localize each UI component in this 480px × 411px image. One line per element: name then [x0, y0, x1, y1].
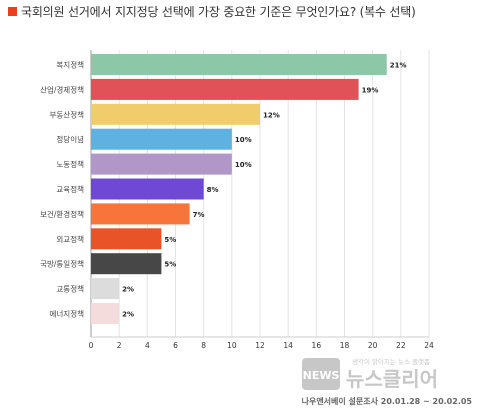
category-label: 정당이념	[56, 134, 84, 144]
value-label: 10%	[235, 161, 252, 169]
x-tick-label: 8	[201, 341, 206, 350]
bar	[91, 103, 260, 125]
value-label: 7%	[193, 211, 205, 219]
value-label: 12%	[263, 111, 280, 119]
news-logo-text: NEWS	[303, 369, 340, 382]
watermark: NEWS 생각이 맑아지는 뉴스 플랫폼 뉴스클리어	[300, 352, 472, 394]
bar	[91, 153, 232, 175]
title-marker	[8, 7, 17, 16]
x-tick-label: 24	[424, 341, 434, 350]
x-tick-label: 16	[312, 341, 322, 350]
bar	[91, 128, 232, 150]
news-logo-icon	[302, 358, 340, 390]
category-label: 외교정책	[56, 234, 84, 244]
bar	[91, 278, 120, 300]
value-label: 19%	[362, 86, 379, 94]
x-tick-label: 4	[145, 341, 150, 350]
category-label: 산업/경제정책	[40, 84, 84, 94]
bar	[91, 228, 162, 250]
value-label: 8%	[207, 186, 219, 194]
category-label: 복지정책	[56, 60, 84, 70]
x-tick-label: 6	[173, 341, 178, 350]
chart-title: 국회의원 선거에서 지지정당 선택에 가장 중요한 기준은 무엇인가요? (복수…	[21, 5, 416, 19]
category-label: 교통정책	[56, 284, 84, 294]
bar	[91, 303, 120, 324]
watermark-brand: 뉴스클리어	[346, 367, 438, 391]
value-label: 2%	[122, 311, 134, 319]
value-label: 2%	[122, 286, 134, 294]
bar	[91, 253, 162, 275]
source-note: 나우앤서베이 설문조사 20.01.28 ~ 20.02.05	[301, 397, 472, 406]
watermark-tagline: 생각이 맑아지는 뉴스 플랫폼	[352, 357, 430, 366]
category-label: 에너지정책	[50, 309, 85, 319]
x-tick-label: 22	[396, 341, 406, 350]
x-tick-label: 20	[368, 341, 378, 350]
category-label: 부동산정책	[50, 109, 85, 119]
value-label: 10%	[235, 136, 252, 144]
category-label: 노동정책	[56, 159, 84, 169]
value-label: 5%	[164, 261, 176, 269]
category-label: 교육정책	[56, 184, 84, 194]
x-tick-label: 0	[89, 341, 94, 350]
bar	[91, 178, 204, 200]
category-label: 국방/통일정책	[40, 259, 84, 269]
value-label: 5%	[164, 236, 176, 244]
x-tick-label: 18	[340, 341, 350, 350]
bar	[91, 203, 190, 225]
x-tick-label: 10	[227, 341, 237, 350]
bar	[91, 54, 387, 75]
value-label: 21%	[390, 62, 407, 70]
x-tick-label: 2	[117, 341, 122, 350]
bar	[91, 78, 359, 100]
x-tick-label: 12	[255, 341, 265, 350]
x-tick-label: 14	[283, 341, 293, 350]
category-label: 보건/환경정책	[40, 209, 84, 219]
